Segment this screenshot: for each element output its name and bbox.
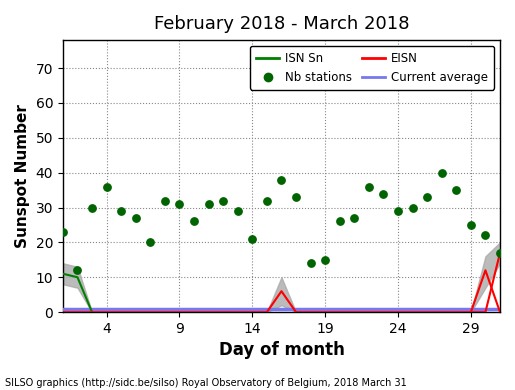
Y-axis label: Sunspot Number: Sunspot Number [15, 104, 30, 248]
Point [59, 229, 67, 235]
Point [321, 257, 329, 263]
Point [452, 187, 460, 193]
Point [482, 232, 490, 239]
Point [161, 197, 169, 204]
Point [336, 218, 344, 225]
Point [88, 204, 96, 211]
Point [467, 222, 475, 228]
Point [278, 177, 286, 183]
Point [219, 197, 227, 204]
Point [394, 208, 402, 214]
Point [204, 201, 213, 207]
Point [350, 215, 358, 221]
Point [438, 170, 446, 176]
Point [306, 260, 315, 266]
X-axis label: Day of month: Day of month [218, 341, 345, 360]
Point [380, 190, 388, 197]
Point [73, 267, 81, 273]
Point [132, 215, 140, 221]
Point [423, 194, 431, 200]
Point [408, 204, 417, 211]
Point [190, 218, 198, 225]
Point [234, 208, 242, 214]
Point [102, 183, 111, 190]
Legend: ISN Sn, Nb stations, EISN, Current average: ISN Sn, Nb stations, EISN, Current avera… [250, 46, 494, 90]
Point [292, 194, 300, 200]
Text: SILSO graphics (http://sidc.be/silso) Royal Observatory of Belgium, 2018 March 3: SILSO graphics (http://sidc.be/silso) Ro… [5, 378, 407, 388]
Point [496, 250, 504, 256]
Point [117, 208, 125, 214]
Point [146, 239, 154, 245]
Point [263, 197, 271, 204]
Title: February 2018 - March 2018: February 2018 - March 2018 [153, 15, 409, 33]
Point [248, 236, 256, 242]
Point [365, 183, 373, 190]
Point [175, 201, 183, 207]
